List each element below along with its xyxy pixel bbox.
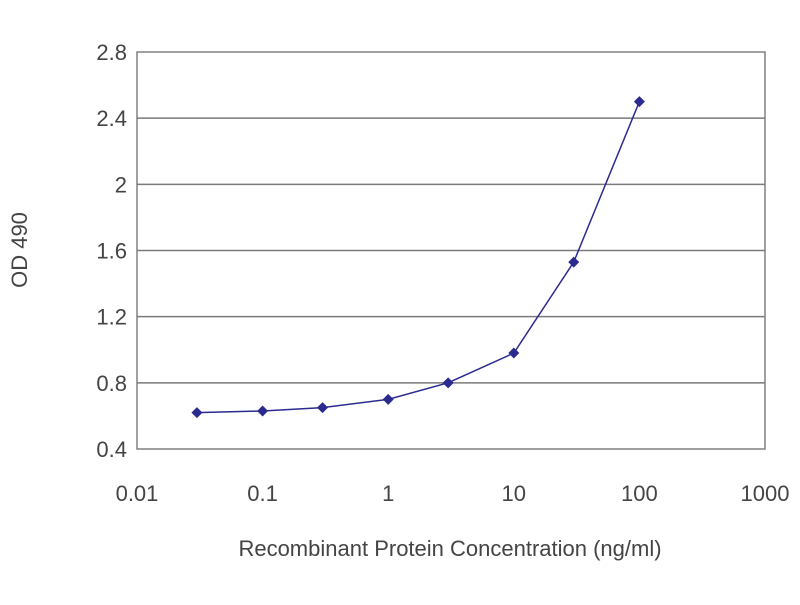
- series-layer: [191, 96, 645, 419]
- x-tick-label: 10: [502, 481, 526, 506]
- y-tick-label: 1.6: [96, 239, 127, 264]
- x-tick-label: 1: [382, 481, 394, 506]
- y-tick-label: 0.8: [96, 371, 127, 396]
- data-point: [191, 407, 203, 419]
- y-axis-title: OD 490: [7, 212, 32, 288]
- data-point: [382, 393, 394, 405]
- x-tick-label: 0.1: [247, 481, 278, 506]
- data-point: [442, 377, 454, 389]
- data-point: [568, 256, 580, 268]
- x-tick-label: 0.01: [116, 481, 159, 506]
- series-line: [196, 101, 641, 414]
- y-tick-label: 2.8: [96, 40, 127, 65]
- x-tick-label: 1000: [741, 481, 790, 506]
- data-point: [633, 96, 645, 108]
- x-axis-ticks: 0.01 0.1 1 10 100 1000: [116, 481, 790, 506]
- data-point: [317, 402, 329, 414]
- y-tick-label: 2.4: [96, 106, 127, 131]
- y-tick-label: 0.4: [96, 437, 127, 462]
- data-point: [257, 405, 269, 417]
- data-point: [508, 347, 520, 359]
- y-tick-label: 1.2: [96, 305, 127, 330]
- x-axis-title: Recombinant Protein Concentration (ng/ml…: [238, 536, 661, 561]
- y-tick-label: 2: [115, 172, 127, 197]
- y-axis-ticks: 0.4 0.8 1.2 1.6 2 2.4 2.8: [96, 40, 127, 462]
- x-tick-label: 100: [621, 481, 658, 506]
- gridlines: [137, 117, 765, 384]
